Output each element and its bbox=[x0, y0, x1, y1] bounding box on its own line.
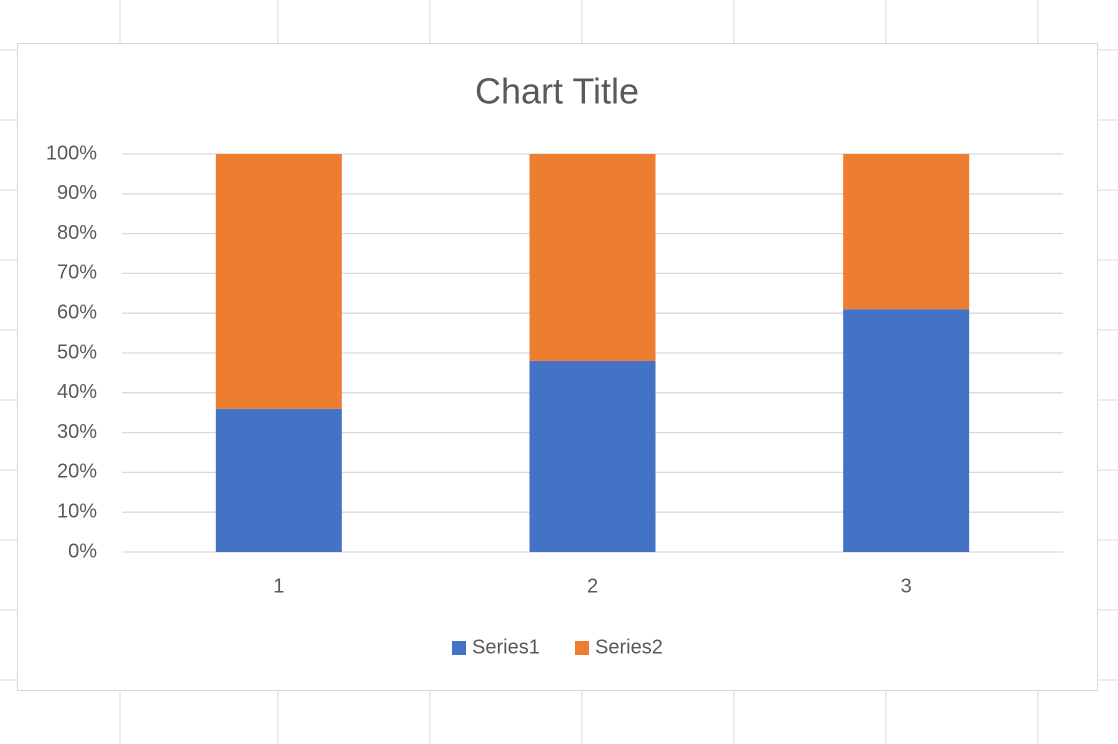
bar-segment bbox=[529, 360, 656, 552]
y-tick-label: 80% bbox=[57, 222, 97, 244]
bar-segment bbox=[215, 154, 342, 409]
bar-segment bbox=[843, 309, 970, 552]
y-tick-label: 70% bbox=[57, 262, 97, 284]
y-tick-label: 30% bbox=[57, 421, 97, 443]
y-tick-label: 50% bbox=[57, 341, 97, 363]
x-tick-label: 2 bbox=[587, 575, 598, 597]
legend-swatch bbox=[452, 641, 466, 655]
x-tick-label: 1 bbox=[273, 575, 284, 597]
y-tick-label: 40% bbox=[57, 381, 97, 403]
bar-segment bbox=[843, 154, 970, 310]
y-tick-label: 0% bbox=[68, 540, 97, 562]
chart-title: Chart Title bbox=[475, 71, 639, 112]
legend-label: Series2 bbox=[595, 636, 663, 658]
y-tick-label: 90% bbox=[57, 182, 97, 204]
y-tick-label: 10% bbox=[57, 500, 97, 522]
y-tick-label: 100% bbox=[46, 142, 97, 164]
bar-segment bbox=[215, 408, 342, 552]
bar-segment bbox=[529, 154, 656, 361]
legend-label: Series1 bbox=[472, 636, 540, 658]
x-tick-label: 3 bbox=[901, 575, 912, 597]
y-tick-label: 60% bbox=[57, 301, 97, 323]
legend-swatch bbox=[575, 641, 589, 655]
y-tick-label: 20% bbox=[57, 461, 97, 483]
